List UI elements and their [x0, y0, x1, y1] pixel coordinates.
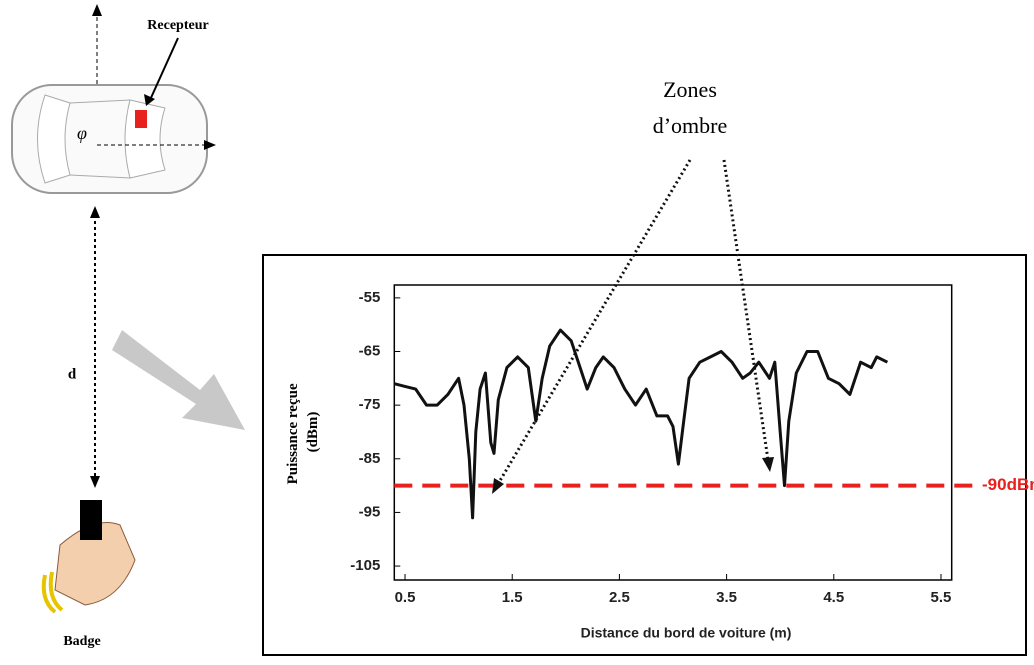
big-arrow — [112, 330, 245, 430]
arrow-head — [90, 206, 100, 218]
arrow-head — [204, 140, 216, 150]
y-axis-label: Puissance reçue (dBm) — [285, 380, 321, 485]
badge — [80, 500, 102, 540]
pointer — [149, 37, 179, 101]
plot-area — [393, 284, 953, 581]
badge-label: Badge — [63, 634, 100, 649]
arrow-head — [144, 94, 155, 106]
arrow-head — [762, 457, 774, 472]
x-axis-label: Distance du bord de voiture (m) — [581, 625, 792, 641]
annotation-arrow — [496, 159, 692, 485]
annotation: Zones — [663, 77, 717, 102]
car-line — [69, 99, 131, 104]
y-tick-label: -105 — [350, 557, 380, 574]
arrow-head — [92, 4, 102, 16]
receiver — [135, 110, 147, 128]
chart-frame — [262, 254, 1027, 656]
data-line — [393, 328, 889, 520]
car-line — [69, 174, 131, 179]
arrow-head — [90, 476, 100, 488]
y-axis-label-line: (dBm) — [305, 412, 321, 453]
receiver-label: Recepteur — [147, 18, 208, 33]
x-tick-label: 1.5 — [502, 589, 523, 606]
y-tick-label: -55 — [359, 289, 381, 306]
bracelet — [41, 571, 64, 614]
car-window — [37, 94, 71, 184]
annotation: d’ombre — [653, 113, 728, 138]
x-tick-label: 3.5 — [716, 589, 737, 606]
y-tick-label: -65 — [359, 342, 381, 359]
y-tick-label: -75 — [359, 396, 381, 413]
y-tick-label: -85 — [359, 450, 381, 467]
plot: -55 -65 -75 -85 -95 -105 0.5 1.5 2.5 3.5 4.5 5.5 -90… — [350, 284, 1034, 606]
x-tick-label: 0.5 — [395, 589, 416, 606]
car-diagram: Recepteur φ d Badge — [11, 4, 245, 649]
arrow-head — [492, 478, 504, 494]
annotation-arrow — [722, 159, 770, 461]
angle-label: φ — [77, 123, 87, 143]
x-tick-label: 5.5 — [931, 589, 952, 606]
distance-label: d — [68, 366, 77, 382]
y-axis-label-line: Puissance reçue — [285, 383, 301, 484]
threshold-label: -90dBm — [982, 475, 1034, 494]
y-tick-label: -95 — [359, 503, 381, 520]
x-tick-label: 4.5 — [823, 589, 844, 606]
x-tick-label: 2.5 — [609, 589, 630, 606]
